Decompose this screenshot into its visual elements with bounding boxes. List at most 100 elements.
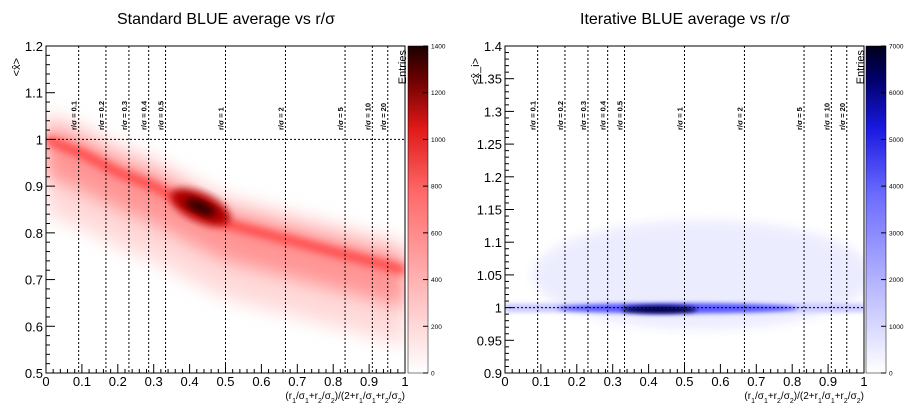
x-axis-label-part: ) (861, 391, 864, 402)
x-tick-label: 1 (860, 374, 867, 389)
ratio-line-label: r/σ = 0.3 (579, 101, 588, 130)
y-tick-label: 0.5 (25, 366, 43, 381)
x-axis-label-part: /σ (296, 391, 306, 402)
x-tick-label: 0.7 (747, 374, 765, 389)
ratio-line-label: r/σ = 0.2 (556, 101, 565, 130)
x-axis-label-part: +r (835, 391, 845, 402)
colorbar-tick-label: 6000 (889, 90, 904, 97)
y-tick-label: 0.6 (25, 319, 43, 334)
x-axis-label-part: 2 (844, 398, 848, 405)
colorbar-tick-label: 200 (431, 324, 442, 331)
y-tick-label: 0.95 (477, 333, 502, 348)
ratio-line-label: r/σ = 1 (676, 107, 685, 130)
y-axis-label: <x̂_i> (470, 58, 482, 85)
ratio-line-label: r/σ = 1 (217, 107, 226, 130)
x-tick-label: 0.5 (675, 374, 693, 389)
x-axis-label-part: 2 (318, 398, 322, 405)
colorbar-tick-label: 2000 (889, 277, 904, 284)
x-axis-label-part: 1 (831, 398, 835, 405)
x-tick-label: 0.6 (711, 374, 729, 389)
x-tick-label: 0.5 (216, 374, 234, 389)
x-axis-label-part: 1 (751, 398, 755, 405)
y-tick-label: 1.1 (25, 86, 43, 101)
x-tick-label: 0.9 (360, 374, 378, 389)
colorbar-gradient (865, 45, 887, 374)
x-axis-label-part: /σ (389, 391, 399, 402)
colorbar-tick-label: 0 (431, 371, 435, 378)
x-axis-label-part: 2 (385, 398, 389, 405)
x-axis-label-part: 2 (857, 398, 861, 405)
x-tick-label: 0.1 (532, 374, 550, 389)
ratio-line-label: r/σ = 5 (336, 107, 345, 130)
ratio-line-label: r/σ = 2 (735, 107, 744, 130)
x-tick-label: 0.6 (252, 374, 270, 389)
x-tick-label: 0.4 (181, 374, 199, 389)
x-axis-label-part: /σ (755, 391, 765, 402)
x-tick-label: 0.3 (604, 374, 622, 389)
y-axis-label: <x̂> (11, 58, 23, 76)
colorbar-tick-label: 400 (431, 277, 442, 284)
ratio-line-label: r/σ = 5 (795, 107, 804, 130)
y-tick-label: 1 (36, 132, 43, 147)
y-tick-label: 0.8 (25, 226, 43, 241)
x-axis-label-part: /σ (822, 391, 832, 402)
x-tick-label: 0.1 (73, 374, 91, 389)
colorbar: 0 1000 2000 3000 4000 5000 6000 7000 Entries (855, 44, 904, 378)
y-tick-label: 0.9 (25, 179, 43, 194)
y-tick-label: 1.2 (25, 39, 43, 54)
x-axis-label: (r1/σ1+r2/σ2)/(2+r1/σ1+r2/σ2) (744, 391, 864, 405)
colorbar-tick-label: 3000 (889, 230, 904, 237)
x-axis-label-part: 1 (305, 398, 309, 405)
x-axis-label-part: 2 (331, 398, 335, 405)
ratio-line-label: r/σ = 20 (379, 103, 388, 130)
colorbar-tick-label: 0 (889, 371, 893, 378)
x-axis-label-part: 1 (359, 398, 363, 405)
standard-blue-panel: Standard BLUE average vs r/σ r/σ = 0.1 r/σ… (11, 11, 446, 405)
colorbar-gradient (407, 45, 429, 374)
x-axis-label-part: /σ (781, 391, 791, 402)
x-axis-label-part: 2 (398, 398, 402, 405)
ratio-line-label: r/σ = 0.4 (599, 100, 608, 130)
chart-title: Standard BLUE average vs r/σ (117, 11, 335, 28)
colorbar-tick-label: 600 (431, 230, 442, 237)
chart-title: Iterative BLUE average vs r/σ (580, 11, 790, 28)
colorbar: 0 200 400 600 800 1000 1200 1400 Entries (397, 44, 446, 378)
ratio-line-label: r/σ = 0.5 (157, 101, 166, 130)
ratio-line-label: r/σ = 0.1 (70, 101, 79, 130)
colorbar-label: Entries (855, 50, 867, 85)
ratio-line-label: r/σ = 0.4 (140, 100, 149, 130)
x-axis-label-part: /σ (848, 391, 858, 402)
x-axis-label-part: +r (768, 391, 778, 402)
colorbar-tick-label: 5000 (889, 137, 904, 144)
y-tick-label: 1.3 (484, 104, 502, 119)
ratio-line-label: r/σ = 10 (363, 103, 372, 130)
x-tick-label: 0 (501, 374, 508, 389)
ratio-lines: r/σ = 0.1 r/σ = 0.2 r/σ = 0.3 r/σ = 0.4 r/σ … (529, 46, 848, 373)
x-axis-label-part: )/(2+r (335, 391, 360, 402)
x-axis-label-part: ) (402, 391, 405, 402)
x-tick-label: 1 (401, 374, 408, 389)
x-axis-label-part: /σ (322, 391, 332, 402)
colorbar-tick-label: 1000 (431, 137, 446, 144)
y-tick-label: 1.05 (477, 268, 502, 283)
density-peak (621, 305, 698, 314)
x-axis-label-part: )/(2+r (794, 391, 819, 402)
x-axis-label-part: +r (309, 391, 319, 402)
y-tick-label: 0.9 (484, 366, 502, 381)
ratio-line-label: r/σ = 0.1 (529, 101, 538, 130)
ratio-line-label: r/σ = 0.2 (97, 101, 106, 130)
y-tick-label: 0.7 (25, 273, 43, 288)
x-tick-label: 0.7 (288, 374, 306, 389)
x-axis-label-part: (r (744, 391, 751, 402)
y-axis: 0.5 0.6 0.7 0.8 0.9 1 1.1 1.2 (25, 39, 55, 381)
density-haze (532, 219, 864, 330)
x-axis-label: (r1/σ1+r2/σ2)/(2+r1/σ1+r2/σ2) (285, 391, 405, 405)
y-tick-label: 1.4 (484, 39, 502, 54)
y-tick-label: 1.2 (484, 170, 502, 185)
x-axis-label-part: 1 (818, 398, 822, 405)
ratio-line-label: r/σ = 0.3 (120, 101, 129, 130)
ratio-line-label: r/σ = 2 (276, 107, 285, 130)
colorbar-tick-label: 7000 (889, 44, 904, 51)
x-axis-label-part: 1 (372, 398, 376, 405)
